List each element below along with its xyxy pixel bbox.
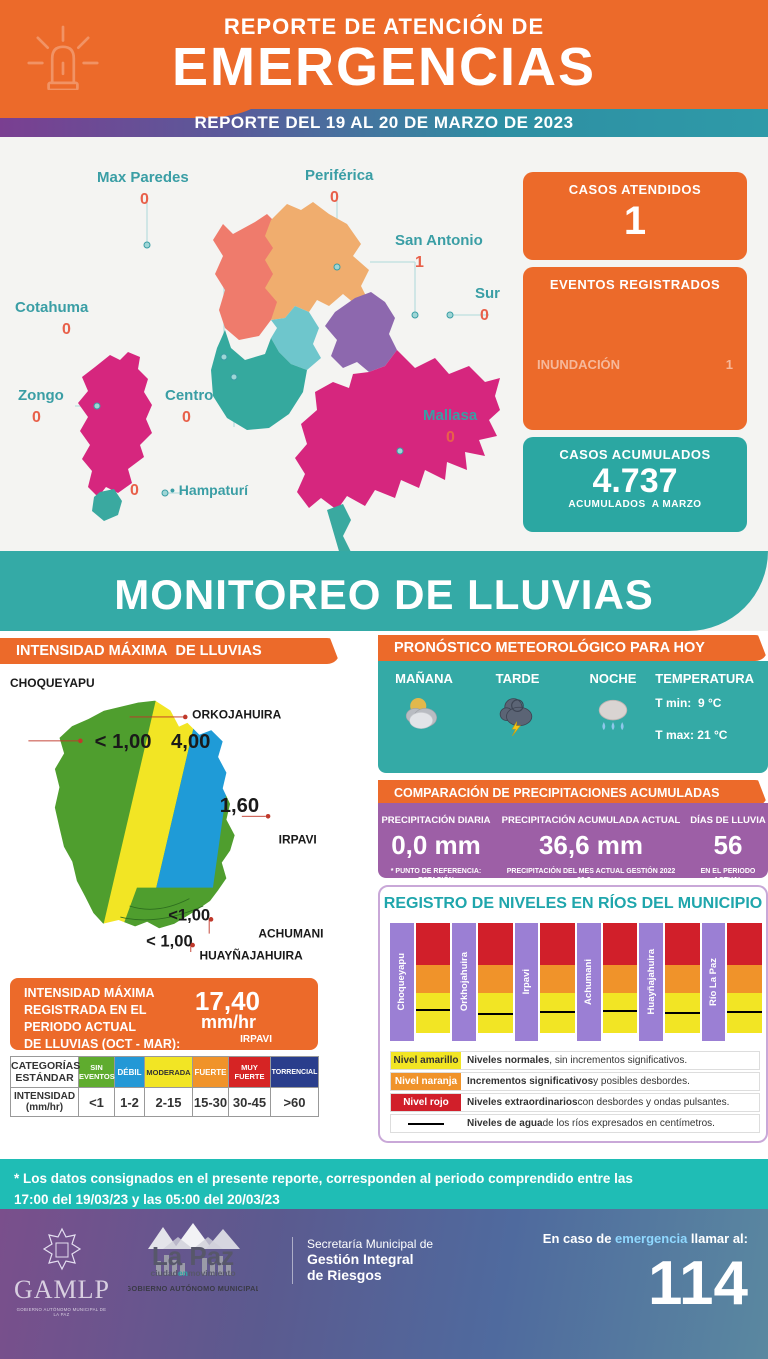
- svg-text:ciudadenmovimiento: ciudadenmovimiento: [150, 1268, 235, 1278]
- svg-text:La Paz: La Paz: [152, 1241, 234, 1271]
- svg-text:GOBIERNO AUTÓNOMO MUNICIPAL: GOBIERNO AUTÓNOMO MUNICIPAL: [128, 1284, 258, 1293]
